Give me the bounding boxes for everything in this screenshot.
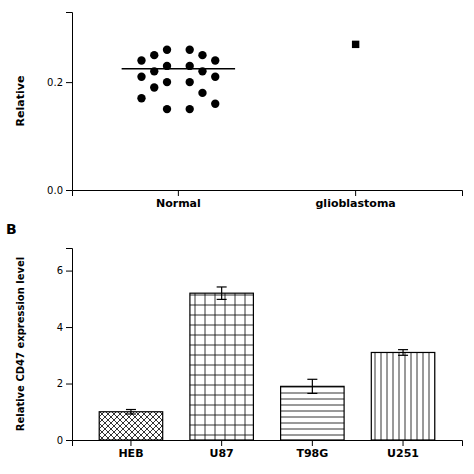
x-tick-label: T98G — [296, 447, 328, 460]
y-axis-line — [66, 13, 73, 191]
error-bar-cap — [217, 286, 227, 287]
bar — [281, 386, 344, 440]
point — [137, 94, 145, 102]
error-bar-cap — [398, 349, 408, 350]
x-tick-mark — [178, 190, 179, 196]
y-axis: 0.0 0.2 — [47, 13, 72, 196]
x-tick-mark — [403, 440, 404, 446]
point — [150, 51, 158, 59]
point — [211, 100, 219, 108]
y-tick: 6 — [57, 265, 72, 276]
panel-label: B — [6, 221, 17, 237]
y-tick-label: 2 — [57, 378, 63, 389]
error-bar-cap — [126, 409, 136, 410]
x-tick-label: U87 — [210, 447, 234, 460]
mean-line — [122, 68, 235, 70]
y-tick-mark — [66, 384, 72, 385]
error-bar — [126, 410, 136, 415]
x-axis: HEB U87 T98G U251 — [73, 440, 463, 460]
x-tick: U87 — [210, 440, 234, 460]
y-axis-title: Relative CD47 expression level — [15, 257, 26, 432]
y-axis: 0 2 4 6 — [57, 249, 73, 446]
marks — [99, 287, 435, 440]
y-tick-label: 4 — [57, 322, 63, 333]
error-bar-stem — [130, 410, 131, 415]
y-tick: 2 — [57, 378, 72, 389]
bar — [99, 412, 162, 440]
bar — [190, 293, 253, 440]
x-tick-label: U251 — [387, 447, 419, 460]
y-tick-mark — [66, 271, 72, 272]
point — [198, 89, 206, 97]
y-axis-title: Relative — [14, 76, 27, 127]
point — [186, 105, 194, 113]
point — [352, 41, 359, 48]
point — [211, 56, 219, 64]
y-tick-mark — [66, 82, 72, 83]
x-tick: glioblastoma — [315, 190, 395, 210]
x-axis-line — [73, 191, 463, 197]
point — [163, 105, 171, 113]
x-tick-mark — [312, 440, 313, 446]
y-tick-label: 0.2 — [47, 77, 63, 88]
x-tick: U251 — [387, 440, 419, 460]
point — [186, 46, 194, 54]
marks — [122, 41, 360, 114]
y-tick: 0.0 — [47, 185, 72, 196]
y-axis-line — [66, 249, 73, 441]
point — [198, 51, 206, 59]
x-tick-mark — [221, 440, 222, 446]
error-bar — [307, 379, 317, 393]
error-bar-cap — [307, 379, 317, 380]
x-tick: HEB — [118, 440, 143, 460]
chart-root: Normal glioblastoma 0.0 0.2 Relative HEB U87 T9… — [0, 0, 474, 474]
y-tick: 0 — [57, 435, 72, 446]
x-tick: T98G — [296, 440, 328, 460]
error-bar-stem — [221, 287, 222, 299]
x-tick: Normal — [156, 190, 201, 210]
x-tick-label: Normal — [156, 197, 201, 210]
error-bar-cap — [398, 355, 408, 356]
point — [137, 73, 145, 81]
error-bar-cap — [126, 413, 136, 414]
x-tick-label: HEB — [118, 447, 143, 460]
x-tick-mark — [130, 440, 131, 446]
x-axis: Normal glioblastoma — [73, 190, 463, 210]
point — [211, 73, 219, 81]
y-tick-label: 0 — [57, 435, 63, 446]
y-tick-mark — [66, 190, 72, 191]
error-bar-cap — [217, 299, 227, 300]
y-tick: 0.2 — [47, 77, 72, 88]
y-tick: 4 — [57, 322, 72, 333]
point — [163, 46, 171, 54]
y-tick-label: 0.0 — [47, 185, 63, 196]
point — [150, 83, 158, 91]
point — [137, 56, 145, 64]
point — [186, 78, 194, 86]
y-tick-mark — [66, 327, 72, 328]
y-tick-label: 6 — [57, 265, 63, 276]
error-bar-stem — [312, 379, 313, 393]
error-bar — [217, 287, 227, 299]
x-axis-line — [73, 441, 463, 447]
x-tick-label: glioblastoma — [315, 197, 395, 210]
x-tick-mark — [355, 190, 356, 196]
bar — [371, 352, 434, 440]
error-bar — [398, 350, 408, 356]
point — [163, 78, 171, 86]
y-tick-mark — [66, 440, 72, 441]
error-bar-cap — [307, 393, 317, 394]
error-bar-stem — [402, 350, 403, 356]
